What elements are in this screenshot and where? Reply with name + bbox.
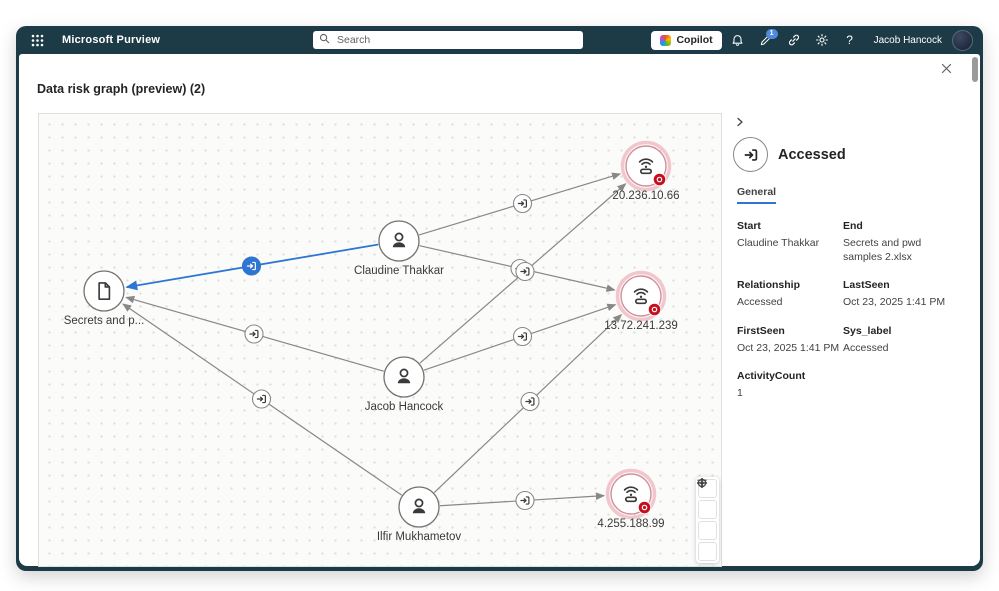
graph-toolbar <box>696 477 719 563</box>
field-sys-label: Sys_label Accessed <box>843 324 892 354</box>
fit-view-icon[interactable] <box>697 478 717 519</box>
topbar-actions: Copilot 1 ? Jacob Hancock <box>651 29 973 51</box>
graph-node-label: 20.236.10.66 <box>612 190 679 202</box>
edge-relationship-badge[interactable] <box>512 193 533 214</box>
field-relationship: Relationship Accessed <box>737 279 801 309</box>
notification-badge: 1 <box>765 29 778 39</box>
link-icon[interactable] <box>782 29 806 51</box>
notifications-bell-icon[interactable] <box>726 29 750 51</box>
search-box[interactable] <box>313 31 583 49</box>
field-lastseen: LastSeen Oct 23, 2025 1:41 PM <box>843 279 946 309</box>
field-end: End Secrets and pwd samples 2.xlsx <box>843 220 922 264</box>
field-start: Start Claudine Thakkar <box>737 220 820 249</box>
edge-relationship-badge-selected[interactable] <box>241 256 262 276</box>
pan-move-icon[interactable] <box>696 477 717 540</box>
page-title: Data risk graph (preview) (2) <box>37 82 206 96</box>
user-avatar[interactable] <box>952 29 973 51</box>
app-title: Microsoft Purview <box>62 34 161 46</box>
risk-indicator-badge <box>647 302 662 317</box>
tab-general[interactable]: General <box>737 186 777 204</box>
panel-title: Accessed <box>778 146 846 163</box>
collapse-panel-chevron-icon[interactable] <box>735 114 751 130</box>
edge-relationship-badge[interactable] <box>520 391 540 412</box>
accessed-relationship-icon <box>733 137 768 172</box>
panel-header: Accessed <box>733 137 979 172</box>
graph-node-file1[interactable]: Secrets and p... <box>64 270 145 327</box>
graph-node-label: 4.255.188.99 <box>597 518 664 530</box>
graph-node-ilfir[interactable]: Ilfir Mukhametov <box>377 486 462 543</box>
edge-relationship-badge[interactable] <box>251 389 272 409</box>
search-input[interactable] <box>335 33 577 47</box>
panel-fields: Start Claudine Thakkar End Secrets and p… <box>737 220 979 400</box>
main-content: Data risk graph (preview) (2) <box>19 54 980 567</box>
user-name[interactable]: Jacob Hancock <box>873 34 942 46</box>
data-risk-graph-canvas[interactable]: Secrets and p... Claudine Thakkar Jacob Ha… <box>38 113 722 567</box>
field-firstseen: FirstSeen Oct 23, 2025 1:41 PM <box>737 324 840 354</box>
edge-relationship-badge[interactable] <box>512 326 533 347</box>
details-panel: Accessed General Start Claudine Thakkar … <box>733 114 979 400</box>
field-activitycount: ActivityCount 1 <box>737 369 806 399</box>
risk-indicator-badge <box>637 500 652 515</box>
help-icon[interactable]: ? <box>846 33 853 47</box>
feedback-pencil-icon[interactable]: 1 <box>754 29 778 51</box>
close-icon[interactable] <box>936 58 956 78</box>
graph-node-ip1[interactable]: 20.236.10.66 <box>612 140 680 203</box>
copilot-icon <box>660 34 672 46</box>
graph-svg: Secrets and p... Claudine Thakkar Jacob Ha… <box>64 140 680 543</box>
risk-indicator-badge <box>652 172 667 187</box>
graph-node-label: Ilfir Mukhametov <box>377 531 462 543</box>
zoom-in-icon[interactable] <box>697 478 717 561</box>
edge-relationship-badge[interactable] <box>244 324 264 344</box>
edge-relationship-badge[interactable] <box>515 490 535 511</box>
app-window: Microsoft Purview Copilot 1 <box>16 26 983 571</box>
graph-node-ip3[interactable]: 4.255.188.99 <box>597 468 665 531</box>
graph-node-jacob[interactable]: Jacob Hancock <box>365 356 444 413</box>
graph-node-label: Secrets and p... <box>64 315 145 327</box>
settings-gear-icon[interactable] <box>810 29 834 51</box>
copilot-button[interactable]: Copilot <box>651 30 722 50</box>
search-icon <box>319 31 330 49</box>
app-launcher-icon[interactable] <box>26 29 48 51</box>
edge-relationship-badge[interactable] <box>515 261 535 282</box>
graph-node-label: Jacob Hancock <box>365 401 444 413</box>
top-bar: Microsoft Purview Copilot 1 <box>16 26 983 54</box>
graph-node-label: Claudine Thakkar <box>354 265 444 277</box>
graph-node-ip2[interactable]: 13.72.241.239 <box>604 270 678 333</box>
vertical-scrollbar[interactable] <box>972 57 978 82</box>
graph-node-claudine[interactable]: Claudine Thakkar <box>354 220 444 277</box>
graph-node-label: 13.72.241.239 <box>604 320 678 332</box>
